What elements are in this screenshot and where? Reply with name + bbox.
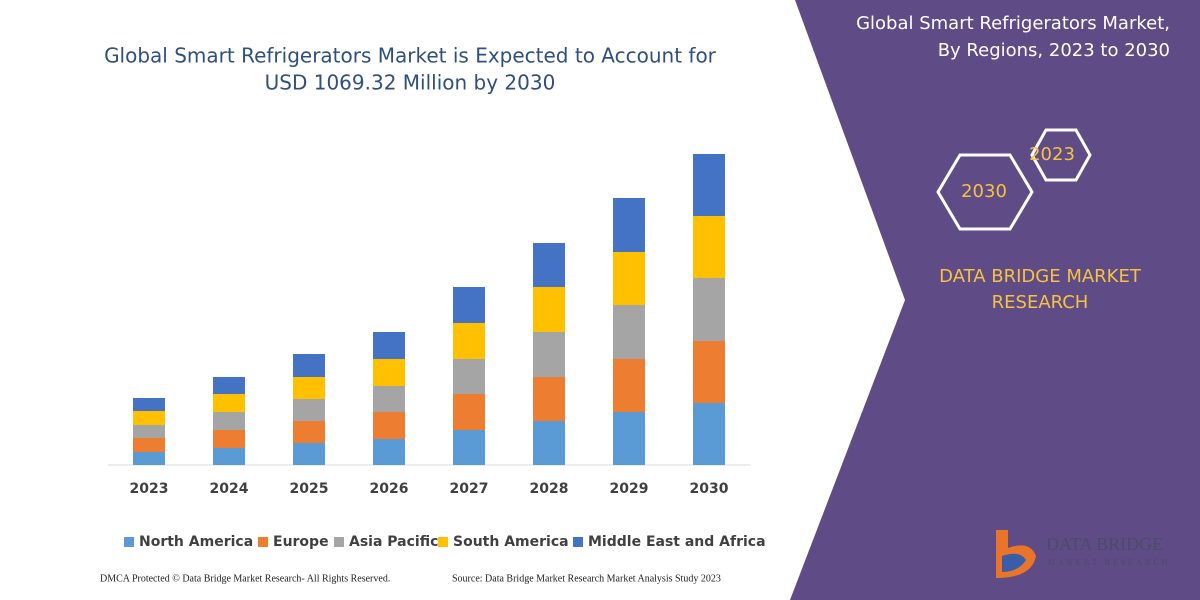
footer-right: Source: Data Bridge Market Research Mark… [452,573,721,584]
bar-segment [133,452,165,465]
bar-segment [453,430,485,465]
x-tick-label: 2025 [290,481,329,497]
x-tick-label: 2026 [370,481,409,497]
footer-left: DMCA Protected © Data Bridge Market Rese… [100,573,390,584]
bar-segment [293,443,325,465]
hexagon [936,153,1034,231]
x-tick-label: 2027 [450,481,489,497]
hexagon-label: 2030 [961,181,1007,202]
legend-swatch [334,537,344,547]
bar-segment [453,287,485,323]
bar-segment [533,377,565,421]
bar-segment [533,332,565,377]
legend-label: Asia Pacific [349,534,438,550]
bar-segment [533,421,565,465]
bar-segment [453,394,485,430]
bar-segment [213,448,245,465]
bar-segment [293,354,325,377]
bar-segment [213,377,245,394]
side-panel [790,0,1200,600]
bar-segment [133,411,165,425]
bar-segment [453,323,485,359]
legend-label: Europe [273,534,329,550]
x-tick-label: 2030 [690,481,729,497]
bar-segment [613,252,645,305]
bar-segment [373,412,405,439]
legend-label: North America [139,534,253,550]
bar-segment [693,403,725,465]
legend-swatch [573,537,583,547]
hexagon [1030,128,1092,182]
chart-title: Global Smart Refrigerators Market is Exp… [104,44,717,68]
brand-text: RESEARCH [992,292,1089,313]
bar-segment [613,198,645,252]
x-tick-label: 2023 [130,481,169,497]
bar-segment [453,359,485,394]
bar-segment [293,377,325,399]
brand-text: DATA BRIDGE MARKET [939,266,1142,287]
bar-segment [213,412,245,430]
x-tick-label: 2024 [210,481,249,497]
bar-segment [693,278,725,341]
bar-segment [373,439,405,465]
panel-title: Global Smart Refrigerators Market, [856,13,1170,34]
bar-segment [133,425,165,438]
logo-text: MARKET RESEARCH [1048,558,1170,567]
bar-segment [613,359,645,412]
logo-mark [1002,553,1026,572]
legend-label: South America [453,534,569,550]
bar-segment [213,430,245,448]
hexagon-label: 2023 [1029,144,1075,165]
x-tick-label: 2028 [530,481,569,497]
bar-segment [533,287,565,332]
bar-segment [613,412,645,465]
bar-segment [133,398,165,411]
x-tick-label: 2029 [610,481,649,497]
bar-segment [293,399,325,421]
bar-segment [693,341,725,403]
bar-segment [213,394,245,412]
bar-segment [533,243,565,287]
legend-swatch [258,537,268,547]
bar-segment [373,386,405,412]
chart-title: USD 1069.32 Million by 2030 [265,71,556,95]
logo-text: DATA BRIDGE [1046,534,1163,554]
bar-segment [693,216,725,278]
legend-label: Middle East and Africa [588,534,766,550]
legend-swatch [438,537,448,547]
bar-segment [613,305,645,359]
bar-segment [293,421,325,443]
legend-swatch [124,537,134,547]
panel-title: By Regions, 2023 to 2030 [938,40,1170,61]
bar-segment [373,359,405,386]
bar-segment [693,154,725,216]
bar-segment [373,332,405,359]
bar-segment [133,438,165,452]
